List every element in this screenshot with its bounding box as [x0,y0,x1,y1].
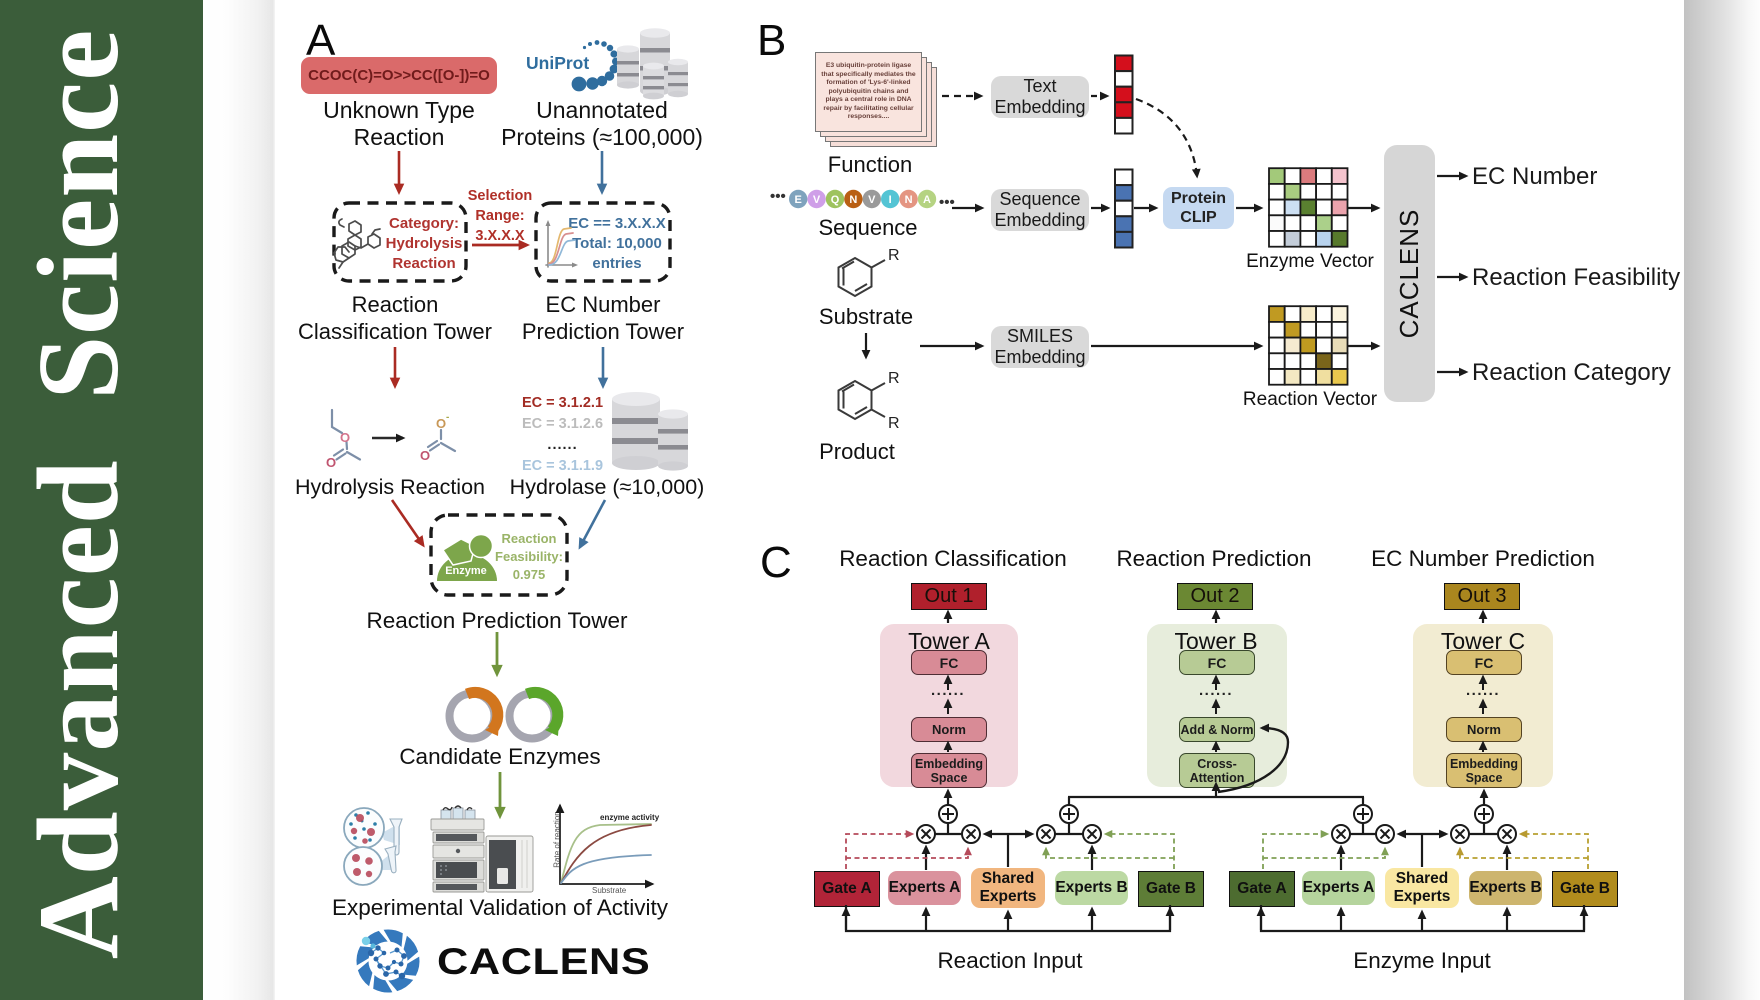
svg-text:A: A [923,194,931,206]
svg-text:R: R [888,370,900,387]
svg-text:O: O [436,416,446,431]
svg-text:O: O [326,455,336,470]
svg-text:N: N [849,194,857,206]
svg-text:O: O [340,430,350,445]
svg-text:E: E [795,194,802,206]
svg-text:-: - [446,412,449,423]
svg-text:I: I [889,194,892,206]
svg-text:V: V [868,194,876,206]
svg-text:V: V [813,194,821,206]
svg-text:O: O [420,448,430,463]
svg-text:N: N [905,194,913,206]
svg-text:R: R [888,415,900,432]
svg-text:R: R [888,247,900,264]
svg-text:Q: Q [831,194,840,206]
